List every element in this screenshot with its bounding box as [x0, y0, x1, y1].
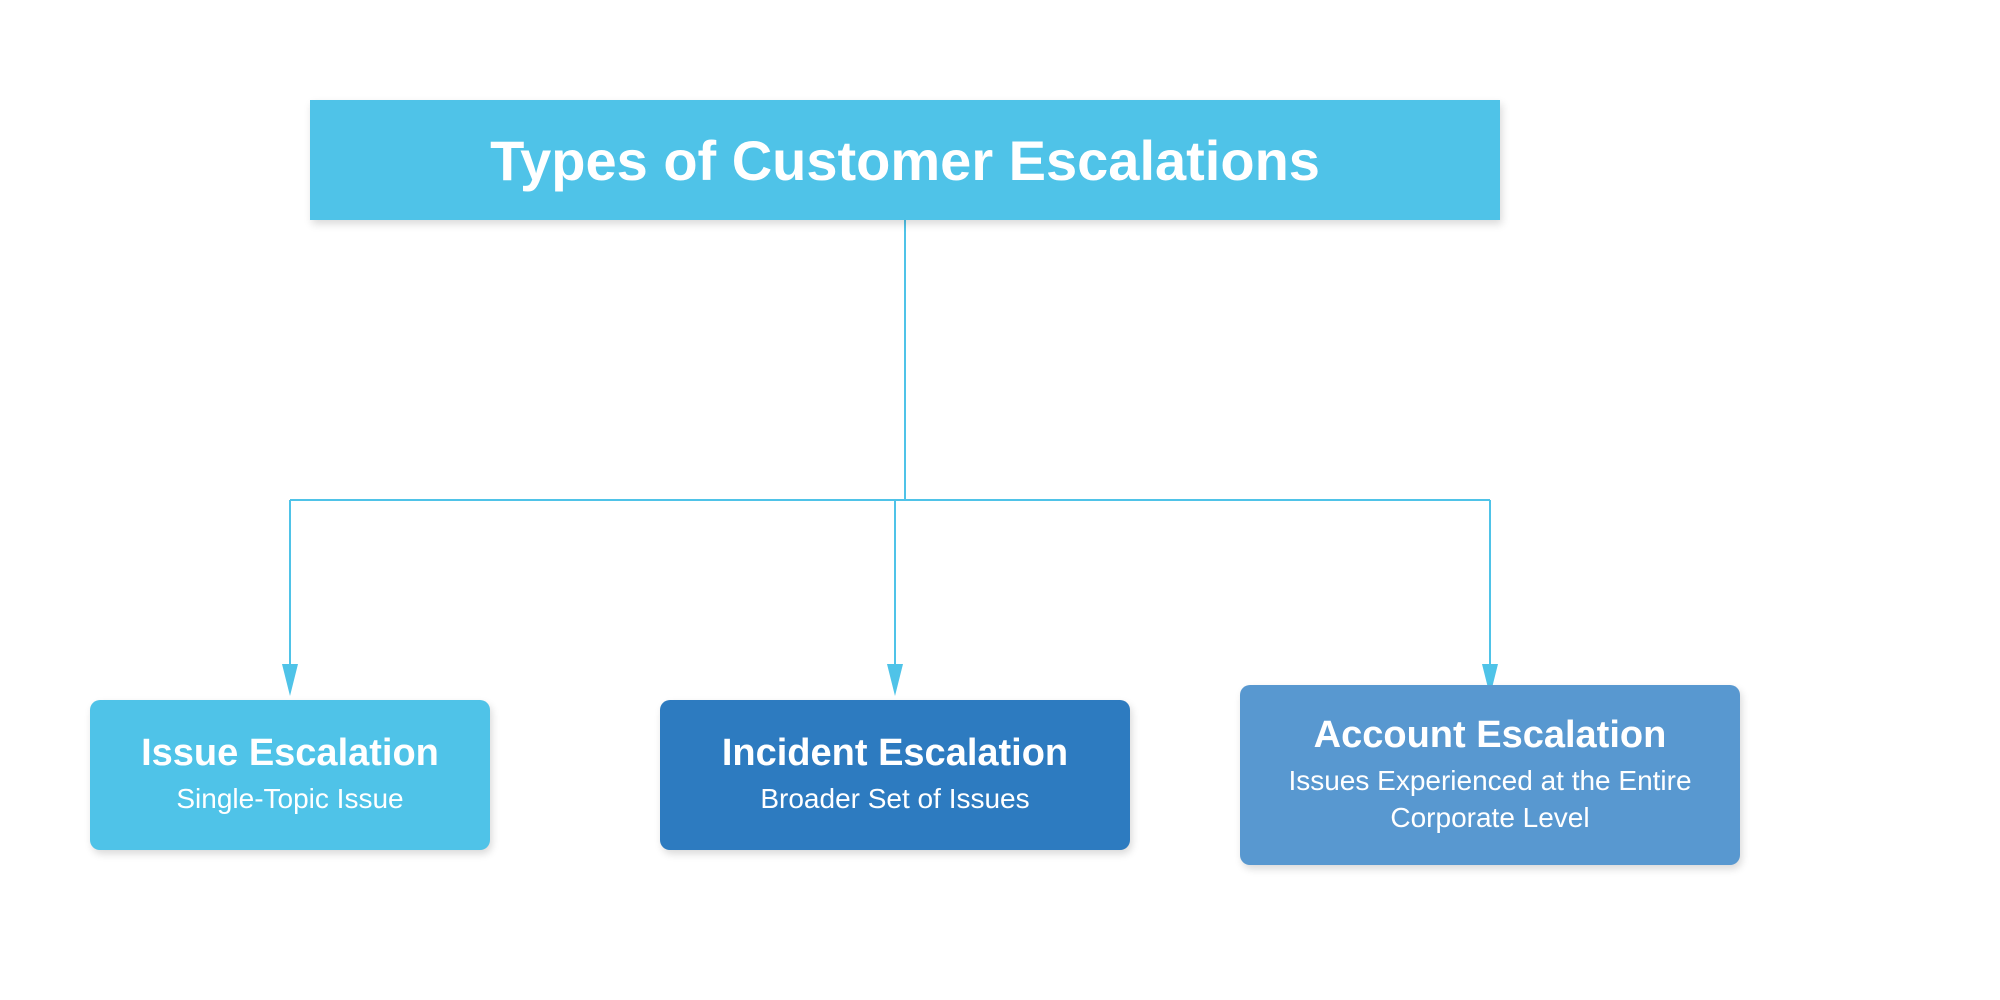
child-node-issue: Issue Escalation Single-Topic Issue — [90, 700, 490, 850]
child-title: Incident Escalation — [688, 732, 1102, 775]
diagram-container: Types of Customer Escalations Issue Esca… — [0, 0, 2000, 1000]
title-label: Types of Customer Escalations — [490, 128, 1320, 193]
child-title: Account Escalation — [1268, 714, 1712, 757]
child-title: Issue Escalation — [118, 732, 462, 775]
child-subtitle: Issues Experienced at the Entire Corpora… — [1268, 763, 1712, 836]
child-node-incident: Incident Escalation Broader Set of Issue… — [660, 700, 1130, 850]
child-subtitle: Single-Topic Issue — [118, 781, 462, 817]
child-node-account: Account Escalation Issues Experienced at… — [1240, 685, 1740, 865]
title-node: Types of Customer Escalations — [310, 100, 1500, 220]
child-subtitle: Broader Set of Issues — [688, 781, 1102, 817]
